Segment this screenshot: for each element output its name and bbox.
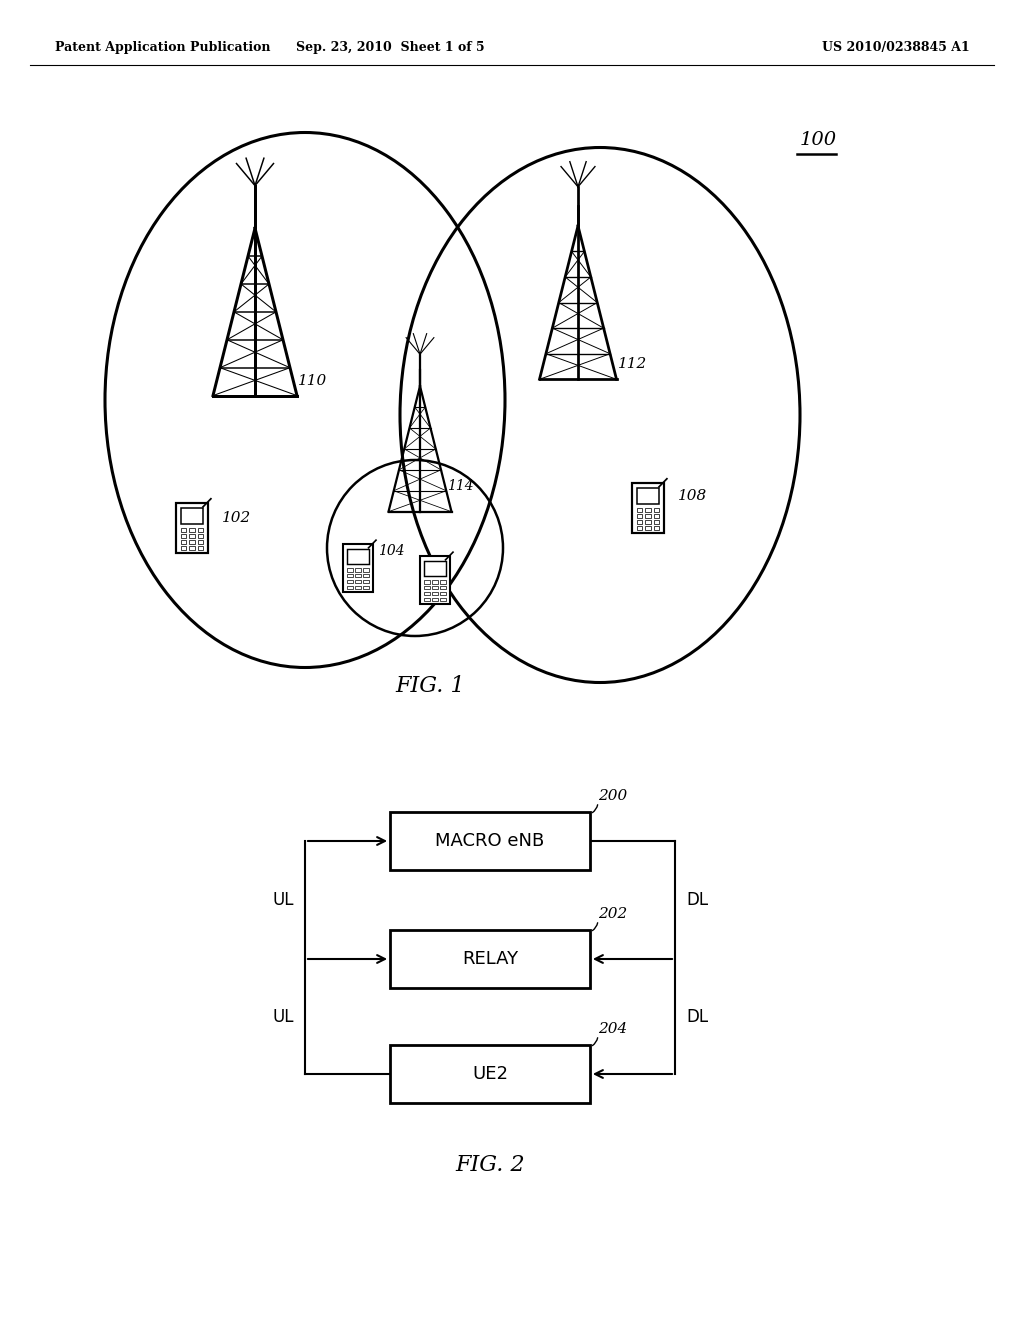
Text: UL: UL: [272, 891, 294, 909]
Text: 106: 106: [420, 587, 446, 601]
Bar: [180, 508, 204, 524]
Bar: [198, 540, 204, 544]
Bar: [440, 598, 445, 601]
Bar: [189, 535, 195, 537]
Bar: [440, 591, 445, 595]
Bar: [637, 515, 642, 517]
Bar: [347, 579, 352, 583]
Text: DL: DL: [686, 891, 708, 909]
Bar: [390, 812, 590, 870]
Bar: [180, 535, 186, 537]
Text: DL: DL: [686, 1007, 708, 1026]
Bar: [440, 581, 445, 583]
Bar: [637, 520, 642, 524]
Bar: [364, 579, 369, 583]
Bar: [432, 591, 437, 595]
Text: 202: 202: [598, 907, 628, 921]
Bar: [420, 556, 450, 605]
Text: 102: 102: [222, 511, 251, 525]
Bar: [198, 546, 204, 550]
Bar: [180, 540, 186, 544]
Bar: [390, 931, 590, 987]
Text: UE2: UE2: [472, 1065, 508, 1082]
Bar: [347, 549, 369, 564]
Text: 110: 110: [298, 374, 328, 388]
Bar: [347, 574, 352, 577]
Bar: [355, 568, 360, 572]
Text: UL: UL: [272, 1007, 294, 1026]
Bar: [198, 535, 204, 537]
Bar: [632, 483, 664, 533]
Text: 112: 112: [618, 356, 647, 371]
Bar: [653, 527, 659, 529]
Text: Sep. 23, 2010  Sheet 1 of 5: Sep. 23, 2010 Sheet 1 of 5: [296, 41, 484, 54]
Text: Patent Application Publication: Patent Application Publication: [55, 41, 270, 54]
Bar: [189, 540, 195, 544]
Text: 114: 114: [447, 479, 474, 492]
Bar: [198, 528, 204, 532]
Bar: [653, 515, 659, 517]
Bar: [645, 508, 651, 512]
Bar: [653, 508, 659, 512]
Bar: [424, 591, 430, 595]
Bar: [347, 568, 352, 572]
Bar: [176, 503, 208, 553]
Bar: [355, 579, 360, 583]
Text: 104: 104: [378, 544, 404, 558]
Bar: [645, 520, 651, 524]
Text: MACRO eNB: MACRO eNB: [435, 832, 545, 850]
Bar: [343, 544, 373, 591]
Bar: [355, 586, 360, 589]
Text: US 2010/0238845 A1: US 2010/0238845 A1: [822, 41, 970, 54]
Bar: [364, 574, 369, 577]
Text: 200: 200: [598, 789, 628, 803]
Bar: [347, 586, 352, 589]
Bar: [180, 546, 186, 550]
Bar: [440, 586, 445, 589]
Bar: [645, 515, 651, 517]
Bar: [189, 528, 195, 532]
Bar: [424, 598, 430, 601]
Bar: [424, 586, 430, 589]
Bar: [637, 508, 642, 512]
Bar: [424, 561, 445, 576]
Bar: [432, 598, 437, 601]
Bar: [653, 520, 659, 524]
Bar: [364, 586, 369, 589]
Bar: [424, 581, 430, 583]
Text: FIG. 1: FIG. 1: [395, 675, 465, 697]
Bar: [189, 546, 195, 550]
Bar: [364, 568, 369, 572]
Bar: [390, 1045, 590, 1104]
Bar: [432, 586, 437, 589]
Text: RELAY: RELAY: [462, 950, 518, 968]
Text: 108: 108: [678, 488, 708, 503]
Bar: [180, 528, 186, 532]
Text: 204: 204: [598, 1022, 628, 1036]
Bar: [637, 488, 659, 504]
Bar: [645, 527, 651, 529]
Text: 100: 100: [800, 131, 838, 149]
Bar: [432, 581, 437, 583]
Text: FIG. 2: FIG. 2: [456, 1154, 525, 1176]
Bar: [355, 574, 360, 577]
Bar: [637, 527, 642, 529]
